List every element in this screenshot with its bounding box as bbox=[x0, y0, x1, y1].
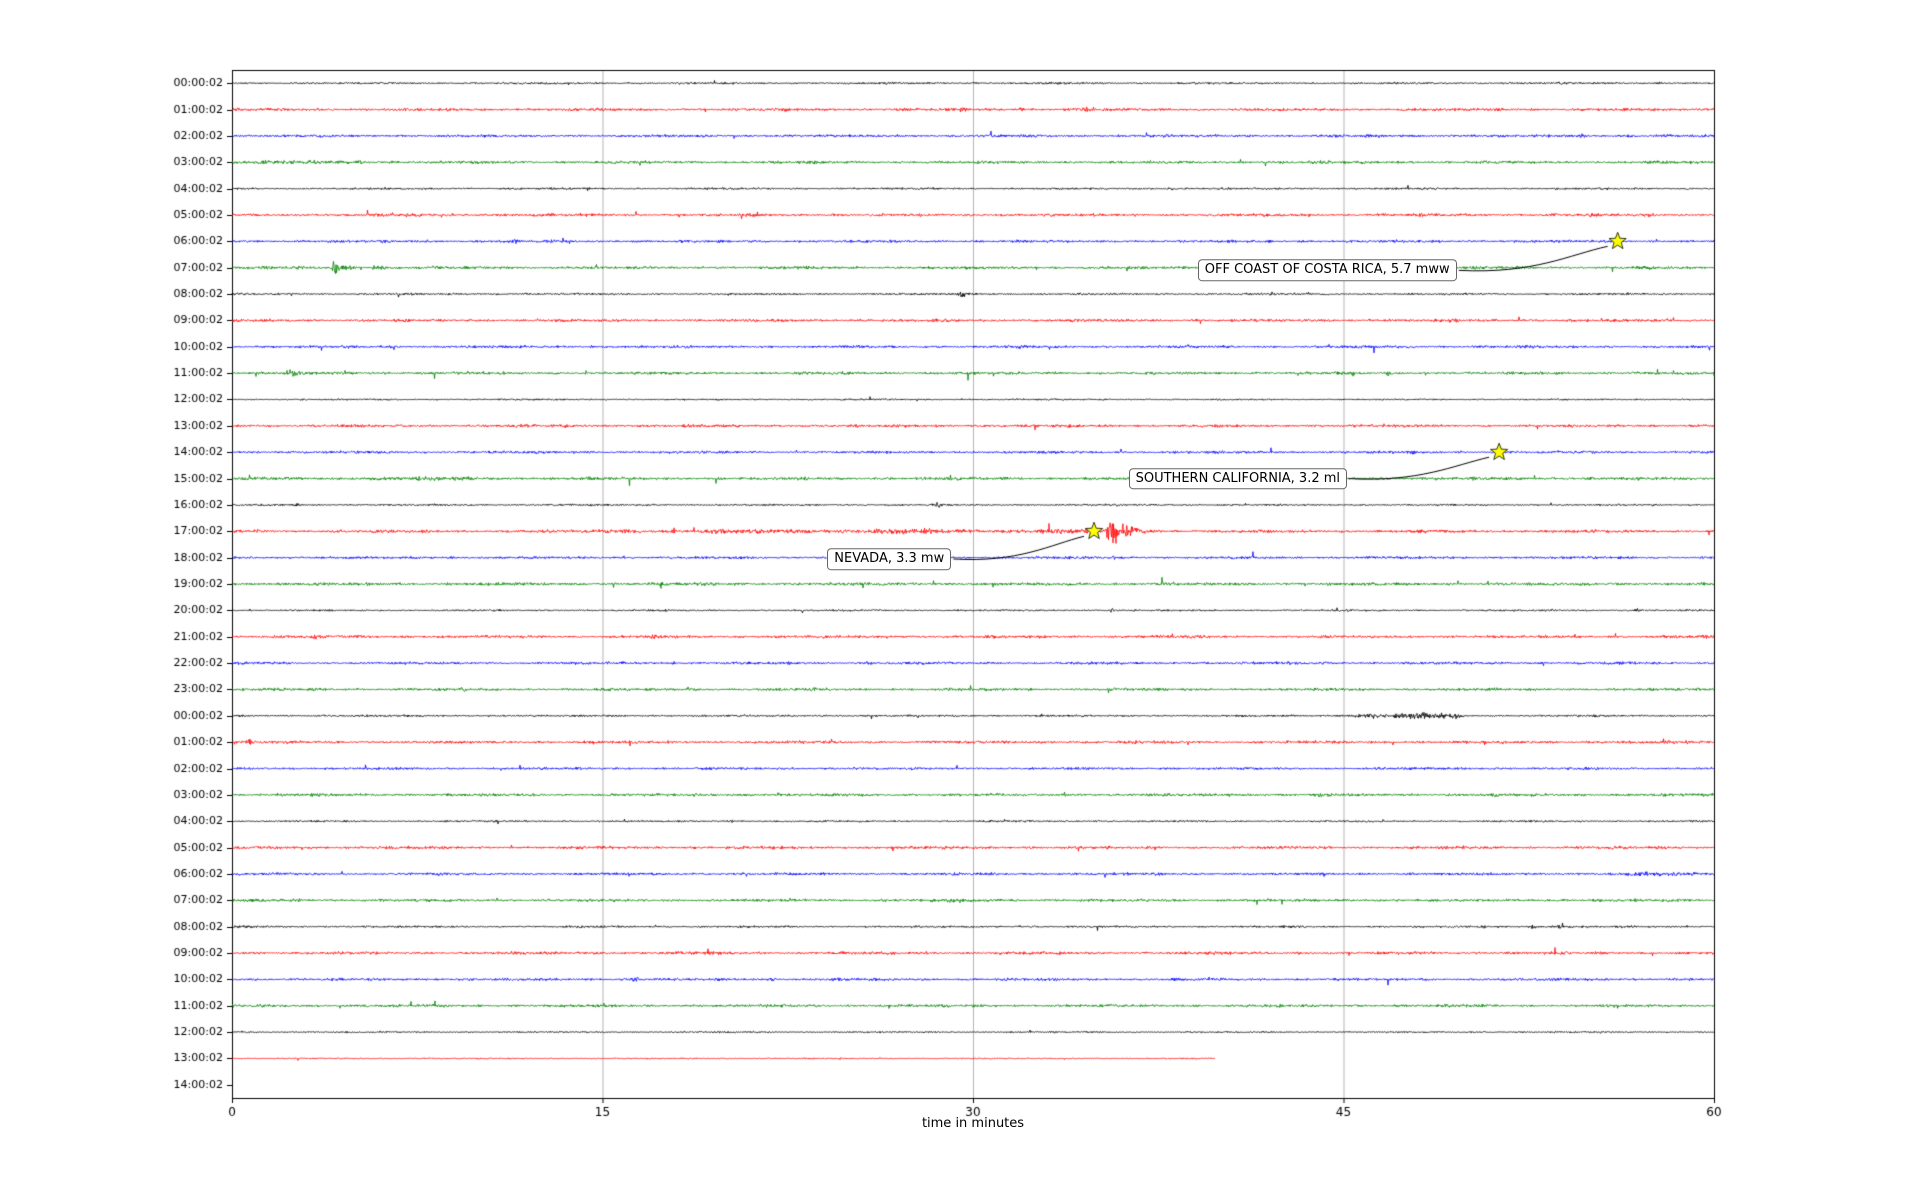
x-axis-label: time in minutes bbox=[921, 1116, 1025, 1131]
